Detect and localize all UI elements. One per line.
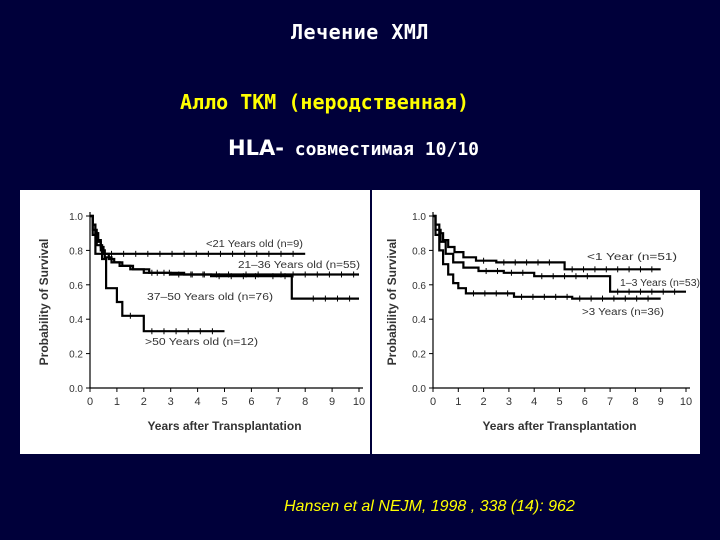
x-tick-label: 2: [141, 396, 147, 408]
x-tick-label: 0: [87, 396, 93, 408]
y-tick-label: 0.6: [69, 281, 83, 292]
series-label: 1–3 Years (n=53): [620, 278, 700, 289]
survival-curve-3: [90, 214, 359, 300]
hla-label: HLA-: [228, 136, 284, 160]
survival-chart-by-disease-duration: 0.0 0.2 0.4 0.6 0.8 1.0 0 1 2 3 4 5 6 7 8 9 10 Years afte…: [372, 190, 700, 454]
x-tick-label: 7: [275, 396, 281, 408]
x-tick-label: 1: [114, 396, 120, 408]
y-axis-label: Probability of Survival: [37, 239, 51, 366]
x-tick-label: 3: [506, 396, 512, 408]
hla-compat-label: совместимая 10/10: [283, 139, 480, 160]
x-tick-label: 3: [168, 396, 174, 408]
series-label: 21–36 Years old (n=55): [238, 260, 360, 271]
slide-subtitle-hla: HLA- совместимая 10/10: [228, 136, 479, 160]
slide-subtitle: Алло ТКМ (неродственная): [180, 90, 469, 114]
x-tick-label: 2: [481, 396, 487, 408]
x-tick-label: 1: [455, 396, 461, 408]
y-tick-label: 0.4: [69, 315, 83, 326]
x-tick-label: 6: [248, 396, 254, 408]
series-label: >50 Years old (n=12): [145, 337, 258, 348]
survival-chart-age-svg: 0.0 0.2 0.4 0.6 0.8 1.0 0 1 2 3 4 5 6 7 8 9 10 Years afte…: [37, 212, 365, 433]
series-label: <1 Year (n=51): [587, 252, 677, 263]
x-tick-label: 4: [531, 396, 537, 408]
survival-chart-by-age: 0.0 0.2 0.4 0.6 0.8 1.0 0 1 2 3 4 5 6 7 8 9 10 Years afte…: [20, 190, 370, 454]
citation: Hansen et al NEJM, 1998 , 338 (14): 962: [284, 498, 575, 515]
y-axis-label: Probability of Survival: [385, 239, 399, 366]
y-tick-label: 0.2: [69, 350, 83, 361]
y-tick-label: 1.0: [412, 212, 426, 223]
y-tick-label: 1.0: [69, 212, 83, 223]
y-tick-label: 0.8: [69, 246, 83, 257]
x-tick-label: 7: [607, 396, 613, 408]
x-tick-label: 10: [353, 396, 365, 408]
x-tick-label: 5: [556, 396, 562, 408]
x-tick-label: 0: [430, 396, 436, 408]
y-tick-label: 0.0: [69, 384, 83, 395]
x-tick-label: 4: [195, 396, 201, 408]
survival-curve-4: [90, 214, 225, 333]
x-tick-label: 8: [302, 396, 308, 408]
y-tick-label: 0.0: [412, 384, 426, 395]
y-tick-label: 0.4: [412, 315, 426, 326]
y-tick-label: 0.8: [412, 246, 426, 257]
x-axis-label: Years after Transplantation: [482, 419, 636, 433]
slide-title: Лечение ХМЛ: [291, 20, 429, 44]
x-tick-label: 9: [329, 396, 335, 408]
x-axis-label: Years after Transplantation: [147, 419, 301, 433]
survival-curve-3: [433, 214, 661, 300]
y-tick-label: 0.2: [412, 350, 426, 361]
series-label: <21 Years old (n=9): [206, 239, 303, 250]
y-tick-label: 0.6: [412, 281, 426, 292]
x-tick-label: 9: [658, 396, 664, 408]
x-tick-label: 6: [582, 396, 588, 408]
x-tick-label: 8: [632, 396, 638, 408]
x-tick-label: 10: [680, 396, 692, 408]
x-tick-label: 5: [221, 396, 227, 408]
series-label: 37–50 Years old (n=76): [147, 292, 273, 303]
survival-chart-duration-svg: 0.0 0.2 0.4 0.6 0.8 1.0 0 1 2 3 4 5 6 7 8 9 10 Years afte…: [385, 212, 700, 433]
series-label: >3 Years (n=36): [582, 307, 664, 318]
